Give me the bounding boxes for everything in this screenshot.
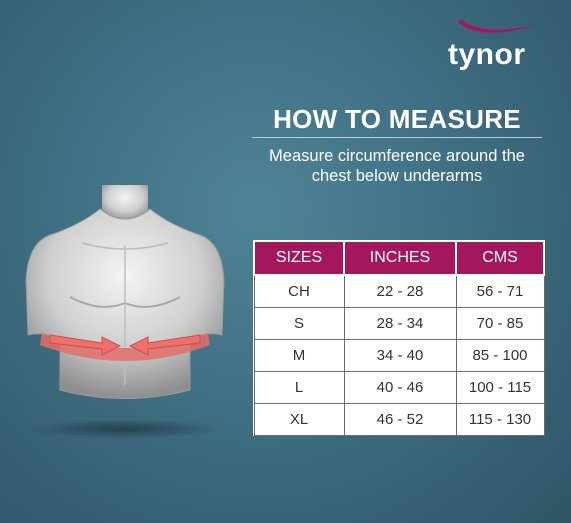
inches-cell: 22 - 28 bbox=[343, 274, 457, 308]
brand-logo: tynor bbox=[448, 18, 548, 71]
measure-instruction: Measure circumference around the chest b… bbox=[252, 146, 542, 186]
torso-illustration bbox=[25, 185, 225, 439]
size-cell: XL bbox=[253, 403, 345, 436]
size-cell: CH bbox=[253, 274, 345, 308]
table-header-row: SIZES INCHES CMS bbox=[253, 240, 545, 276]
arrow-icon bbox=[49, 334, 201, 356]
column-header-inches: INCHES bbox=[343, 240, 457, 276]
inches-cell: 40 - 46 bbox=[343, 371, 457, 404]
column-header-cms: CMS bbox=[455, 240, 545, 276]
cms-cell: 56 - 71 bbox=[455, 274, 545, 308]
cms-cell: 100 - 115 bbox=[455, 371, 545, 404]
cms-cell: 85 - 100 bbox=[455, 339, 545, 372]
inches-cell: 28 - 34 bbox=[343, 307, 457, 340]
page-title: HOW TO MEASURE bbox=[273, 104, 521, 134]
inches-cell: 34 - 40 bbox=[343, 339, 457, 372]
instruction-line-1: Measure circumference around the bbox=[269, 147, 525, 165]
table-row: XL 46 - 52 115 - 130 bbox=[253, 403, 545, 436]
cms-cell: 70 - 85 bbox=[455, 307, 545, 340]
title-divider bbox=[252, 137, 542, 138]
inches-cell: 46 - 52 bbox=[343, 403, 457, 436]
column-header-sizes: SIZES bbox=[253, 240, 345, 276]
size-cell: S bbox=[253, 307, 345, 340]
table-row: M 34 - 40 85 - 100 bbox=[253, 339, 545, 372]
swoosh-icon bbox=[458, 20, 540, 33]
table-row: L 40 - 46 100 - 115 bbox=[253, 371, 545, 404]
measure-band bbox=[40, 333, 210, 361]
table-row: CH 22 - 28 56 - 71 bbox=[253, 274, 545, 308]
size-cell: L bbox=[253, 371, 345, 404]
table-row: S 28 - 34 70 - 85 bbox=[253, 307, 545, 340]
brand-name: tynor bbox=[448, 38, 526, 71]
size-chart-table: SIZES INCHES CMS CH 22 - 28 56 - 71 S 28… bbox=[253, 240, 545, 436]
instruction-line-2: chest below underarms bbox=[311, 167, 483, 185]
neck bbox=[102, 185, 148, 221]
floor-shadow bbox=[27, 419, 223, 439]
cms-cell: 115 - 130 bbox=[455, 403, 545, 436]
size-cell: M bbox=[253, 339, 345, 372]
